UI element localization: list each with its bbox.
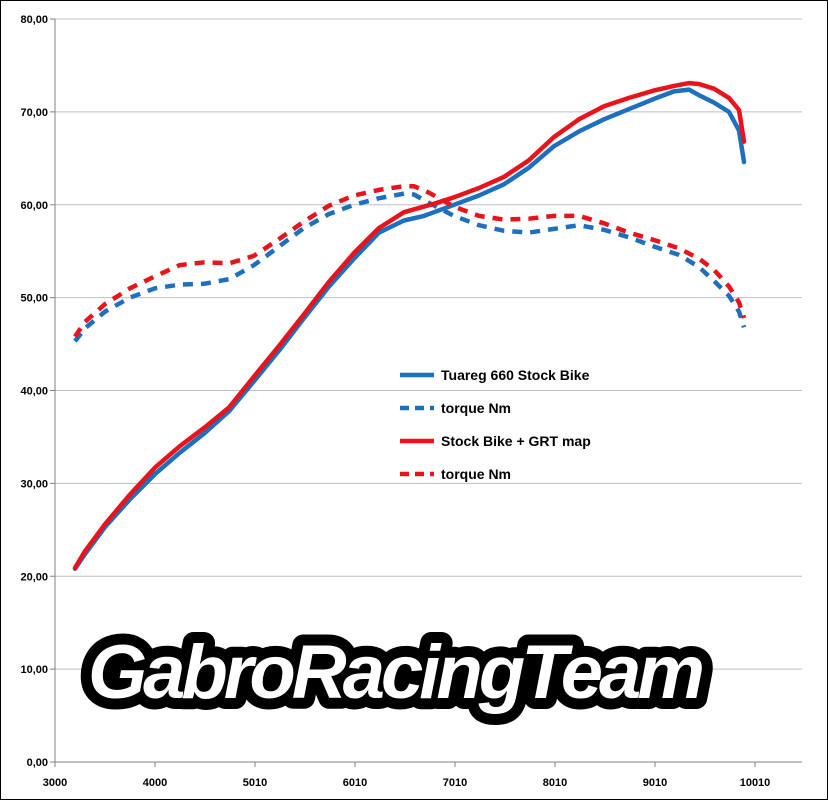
y-tick-label: 20,00 bbox=[20, 571, 48, 583]
y-tick-label: 50,00 bbox=[20, 293, 48, 305]
x-tick-label: 10010 bbox=[740, 777, 771, 789]
legend-label: Tuareg 660 Stock Bike bbox=[441, 367, 590, 383]
series-line-1 bbox=[73, 191, 747, 343]
x-tick-label: 9010 bbox=[643, 777, 667, 789]
series-line-2 bbox=[72, 80, 747, 571]
gridlines bbox=[55, 18, 802, 670]
x-tick-label: 3000 bbox=[43, 777, 67, 789]
logo-text-fill: GabroRacingTeam bbox=[88, 630, 702, 715]
x-tick-label: 5010 bbox=[243, 777, 267, 789]
y-axis-ticks: 0,00 10,00 20,00 30,00 40,00 50,00 60,00 70,00 8… bbox=[20, 14, 55, 769]
y-tick-label: 40,00 bbox=[20, 386, 48, 398]
y-tick-label: 60,00 bbox=[20, 200, 48, 212]
series-line-0 bbox=[72, 87, 747, 572]
series-lines bbox=[72, 80, 747, 572]
legend-label: torque Nm bbox=[441, 400, 511, 416]
x-axis-ticks: 3000 4000 5010 6010 7010 8010 9010 10010 bbox=[43, 762, 771, 789]
y-tick-label: 10,00 bbox=[20, 664, 48, 676]
y-tick-label: 70,00 bbox=[20, 107, 48, 119]
legend: Tuareg 660 Stock Bike torque Nm Stock Bike… bbox=[400, 367, 591, 482]
y-tick-label: 30,00 bbox=[20, 478, 48, 490]
y-tick-label: 80,00 bbox=[20, 14, 48, 26]
series-line-3 bbox=[73, 183, 747, 338]
x-tick-label: 7010 bbox=[443, 777, 467, 789]
x-tick-label: 6010 bbox=[343, 777, 367, 789]
legend-label: torque Nm bbox=[441, 466, 511, 482]
y-tick-label: 0,00 bbox=[27, 757, 48, 769]
gabro-racing-team-logo: GabroRacingTeam GabroRacingTeam bbox=[77, 619, 717, 726]
x-tick-label: 4000 bbox=[143, 777, 167, 789]
x-tick-label: 8010 bbox=[543, 777, 567, 789]
legend-label: Stock Bike + GRT map bbox=[441, 433, 591, 449]
logo-text-outline: GabroRacingTeam bbox=[88, 630, 702, 715]
